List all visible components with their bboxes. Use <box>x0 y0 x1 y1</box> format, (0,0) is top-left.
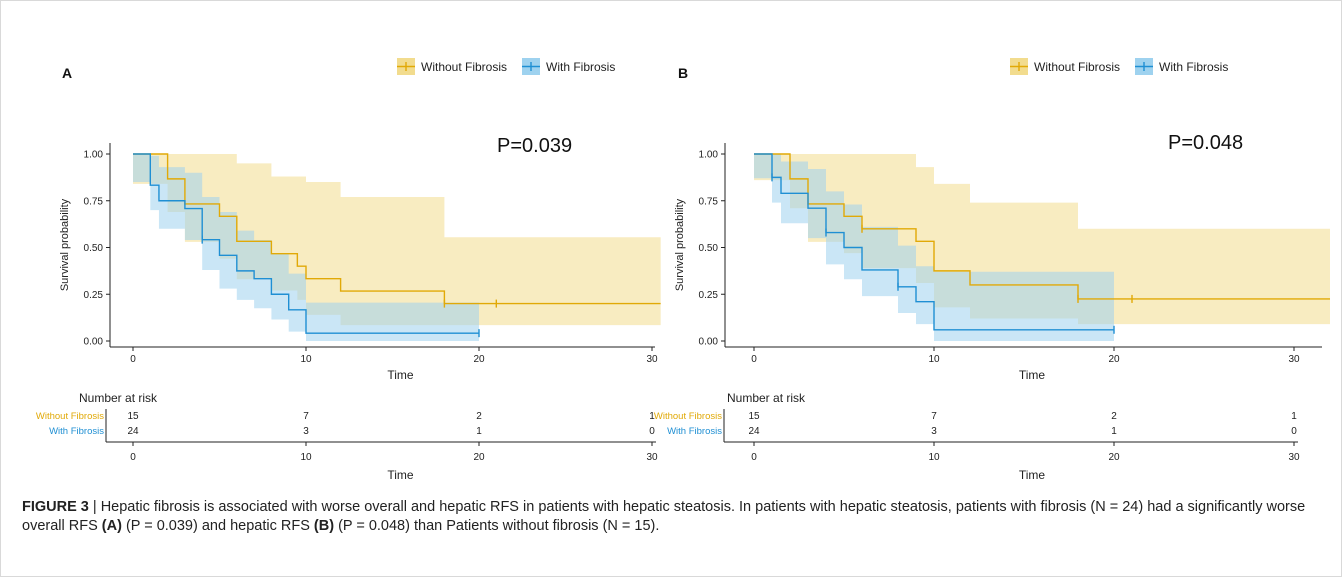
x-tick-label: 0 <box>751 354 757 365</box>
y-axis-label: Survival probability <box>59 198 71 291</box>
risk-table-title: Number at risk <box>79 391 158 405</box>
risk-row-label-without: Without Fibrosis <box>36 411 104 422</box>
risk-count-with: 0 <box>649 426 655 437</box>
risk-count-without: 15 <box>748 411 760 422</box>
risk-x-tick-label: 0 <box>130 452 136 463</box>
legend-label-without: Without Fibrosis <box>421 60 507 74</box>
panel-label: B <box>678 65 688 81</box>
panel-a: 0.000.250.500.751.000 10 20 30TimeSurvival … <box>36 58 661 482</box>
y-tick-label: 0.25 <box>699 290 719 301</box>
legend-label-without: Without Fibrosis <box>1034 60 1120 74</box>
y-tick-label: 0.75 <box>84 196 104 207</box>
x-axis-label: Time <box>1019 368 1046 382</box>
y-tick-label: 0.50 <box>84 243 104 254</box>
risk-x-tick-label: 20 <box>473 452 485 463</box>
y-tick-label: 1.00 <box>699 150 719 161</box>
risk-count-with: 0 <box>1291 426 1297 437</box>
y-tick-label: 1.00 <box>84 150 104 161</box>
risk-x-tick-label: 30 <box>1288 452 1300 463</box>
y-tick-label: 0.50 <box>699 243 719 254</box>
x-tick-label: 20 <box>1108 354 1120 365</box>
caption-ref-a: (A) <box>101 518 122 534</box>
km-line-without <box>754 153 1330 300</box>
p-value-annotation: P=0.048 <box>1168 132 1243 154</box>
caption-text-1: Hepatic fibrosis is associated with wors… <box>22 499 1306 534</box>
figure-caption: FIGURE 3 | Hepatic fibrosis is associate… <box>22 498 1322 536</box>
x-tick-label: 30 <box>646 354 658 365</box>
legend-label-with: With Fibrosis <box>1159 60 1228 74</box>
km-line-with <box>754 153 1114 331</box>
x-axis-label: Time <box>387 368 414 382</box>
x-tick-label: 10 <box>300 354 312 365</box>
risk-count-with: 24 <box>748 426 760 437</box>
ci-band-with <box>754 154 1114 341</box>
ci-band-without <box>133 154 661 326</box>
x-tick-label: 10 <box>928 354 940 365</box>
risk-row-label-with: With Fibrosis <box>667 426 722 437</box>
y-tick-label: 0.25 <box>84 290 104 301</box>
risk-count-without: 1 <box>649 411 655 422</box>
panel-b: 0.000.250.500.751.000 10 20 30TimeSurvival … <box>654 58 1330 482</box>
x-tick-label: 30 <box>1288 354 1300 365</box>
risk-x-axis-label: Time <box>1019 468 1046 482</box>
risk-x-tick-label: 10 <box>300 452 312 463</box>
panel-label: A <box>62 65 72 81</box>
figure-3-charts: 0.000.250.500.751.000 10 20 30TimeSurvival … <box>36 58 1330 482</box>
risk-count-without: 1 <box>1291 411 1297 422</box>
km-line-without <box>133 153 661 305</box>
y-tick-label: 0.00 <box>699 337 719 348</box>
y-tick-label: 0.00 <box>84 337 104 348</box>
risk-count-with: 24 <box>127 426 139 437</box>
risk-count-without: 7 <box>931 411 937 422</box>
risk-count-without: 2 <box>476 411 482 422</box>
x-tick-label: 0 <box>130 354 136 365</box>
caption-text-3: (P = 0.048) than Patients without fibros… <box>334 518 660 534</box>
ci-band-without <box>754 154 1330 325</box>
x-tick-label: 20 <box>473 354 485 365</box>
risk-x-tick-label: 0 <box>751 452 757 463</box>
risk-count-without: 2 <box>1111 411 1117 422</box>
y-tick-label: 0.75 <box>699 196 719 207</box>
caption-figure-label: FIGURE 3 <box>22 499 89 515</box>
risk-count-with: 3 <box>303 426 309 437</box>
legend-label-with: With Fibrosis <box>546 60 615 74</box>
caption-ref-b: (B) <box>313 518 335 534</box>
risk-x-tick-label: 20 <box>1108 452 1120 463</box>
risk-row-label-without: Without Fibrosis <box>654 411 722 422</box>
caption-separator: | <box>88 499 101 515</box>
risk-x-tick-label: 30 <box>646 452 658 463</box>
risk-table-title: Number at risk <box>727 391 806 405</box>
risk-x-tick-label: 10 <box>928 452 940 463</box>
risk-x-axis-label: Time <box>387 468 414 482</box>
risk-count-without: 7 <box>303 411 309 422</box>
km-line-with <box>133 153 479 334</box>
y-axis-label: Survival probability <box>674 198 686 291</box>
risk-row-label-with: With Fibrosis <box>49 426 104 437</box>
caption-text-2: (P = 0.039) and hepatic RFS <box>121 518 314 534</box>
risk-count-with: 3 <box>931 426 937 437</box>
risk-count-with: 1 <box>476 426 482 437</box>
risk-count-with: 1 <box>1111 426 1117 437</box>
p-value-annotation: P=0.039 <box>497 135 572 157</box>
risk-count-without: 15 <box>127 411 139 422</box>
ci-band-with <box>133 154 479 341</box>
